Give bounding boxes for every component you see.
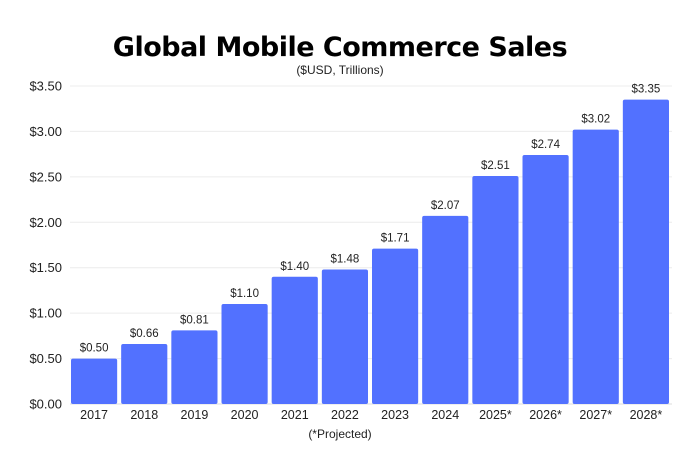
bar xyxy=(271,276,318,404)
data-label: $1.40 xyxy=(280,261,309,273)
y-tick-label: $0.00 xyxy=(29,397,62,412)
y-tick-label: $2.50 xyxy=(29,169,62,184)
data-label: $2.07 xyxy=(431,200,460,212)
y-tick-label: $1.50 xyxy=(29,260,62,275)
data-label: $2.74 xyxy=(531,139,560,151)
bar xyxy=(372,248,419,404)
footnote: (*Projected) xyxy=(308,427,371,441)
x-tick-label: 2028* xyxy=(630,408,663,422)
data-label: $1.71 xyxy=(381,233,410,245)
bar xyxy=(522,155,569,404)
data-label: $1.48 xyxy=(331,254,360,266)
x-tick-label: 2021 xyxy=(281,408,309,422)
bar xyxy=(472,175,519,404)
data-label: $3.35 xyxy=(632,84,661,96)
y-tick-label: $3.00 xyxy=(29,124,62,139)
bar xyxy=(572,129,619,404)
bar xyxy=(71,358,118,404)
bar xyxy=(221,304,268,404)
x-tick-label: 2018 xyxy=(130,408,158,422)
x-tick-label: 2026* xyxy=(529,408,562,422)
x-tick-label: 2023 xyxy=(381,408,409,422)
x-tick-label: 2027* xyxy=(579,408,612,422)
data-label: $0.66 xyxy=(130,328,159,340)
bar xyxy=(121,344,168,404)
bar xyxy=(422,215,469,404)
x-tick-label: 2022 xyxy=(331,408,359,422)
x-tick-label: 2019 xyxy=(181,408,209,422)
y-tick-label: $2.00 xyxy=(29,215,62,230)
data-label: $1.10 xyxy=(230,288,259,300)
bar xyxy=(622,99,669,404)
y-tick-label: $1.00 xyxy=(29,306,62,321)
data-label: $3.02 xyxy=(581,114,610,126)
x-tick-label: 2024 xyxy=(431,408,459,422)
chart-title: Global Mobile Commerce Sales xyxy=(113,32,567,63)
data-label: $0.50 xyxy=(80,343,109,355)
data-label: $0.81 xyxy=(180,314,209,326)
bar xyxy=(171,330,218,404)
data-label: $2.51 xyxy=(481,160,510,172)
y-tick-label: $3.50 xyxy=(29,79,62,94)
chart-subtitle: ($USD, Trillions) xyxy=(296,63,383,77)
y-tick-label: $0.50 xyxy=(29,351,62,366)
x-tick-label: 2017 xyxy=(80,408,108,422)
bar xyxy=(321,269,368,404)
x-tick-label: 2020 xyxy=(231,408,259,422)
x-tick-label: 2025* xyxy=(479,408,512,422)
